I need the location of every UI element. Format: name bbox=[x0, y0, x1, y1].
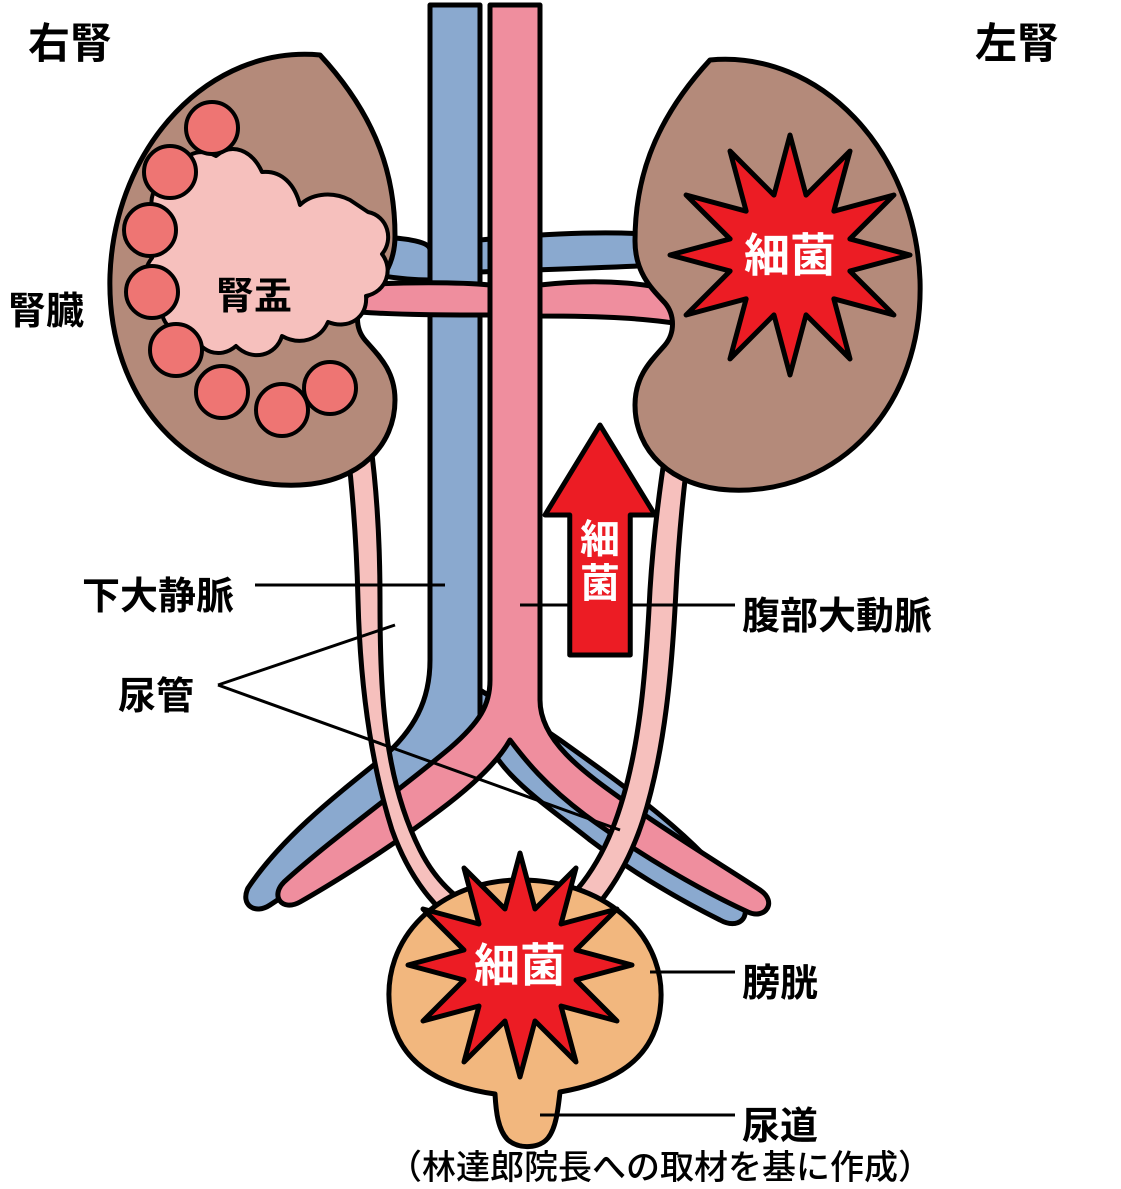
left-kidney-label: 左腎 bbox=[975, 10, 1059, 71]
svg-text:菌: 菌 bbox=[580, 551, 620, 609]
ivc-label: 下大静脈 bbox=[82, 565, 234, 620]
svg-text:細菌: 細菌 bbox=[744, 219, 836, 285]
svg-text:細菌: 細菌 bbox=[474, 929, 566, 995]
credit-label: （林達郎院長への取材を基に作成） bbox=[388, 1140, 932, 1189]
bladder-label: 膀胱 bbox=[742, 952, 818, 1007]
renal-pelvis-label: 腎盂 bbox=[216, 265, 292, 320]
kidney-label: 腎臓 bbox=[8, 280, 84, 335]
aorta-label: 腹部大動脈 bbox=[742, 585, 932, 640]
ureter-label: 尿管 bbox=[118, 665, 194, 720]
right-kidney-label: 右腎 bbox=[28, 10, 112, 71]
